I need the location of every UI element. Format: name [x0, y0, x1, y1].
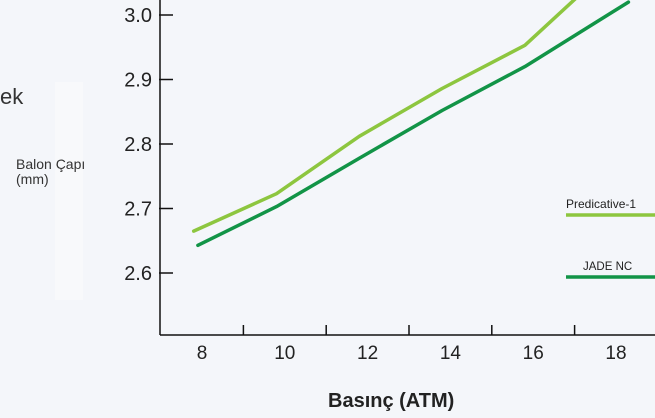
x-tick-label: 12	[357, 343, 378, 364]
y-tick-label: 2.7	[124, 199, 152, 221]
y-axis-label: Balon Çapı (mm)	[16, 157, 85, 187]
series-line-1	[191, 0, 577, 233]
legend-label-2: JADE NC	[583, 261, 632, 273]
y-tick-label: 3.0	[124, 5, 152, 27]
x-tick-label: 8	[197, 343, 208, 364]
y-tick-label: 2.8	[124, 134, 152, 156]
series-line-2	[196, 0, 631, 248]
legend-label-1: Predicative-1	[566, 197, 636, 211]
side-heading-fragment: ek	[0, 84, 24, 109]
y-axis-label-line-1: Balon Çapı	[16, 156, 86, 172]
x-tick-label: 18	[605, 343, 626, 364]
x-tick-label: 10	[274, 343, 295, 364]
y-tick-label: 2.6	[124, 263, 152, 285]
y-axis-label-line-2: (mm)	[16, 171, 49, 187]
side-panel	[55, 82, 83, 300]
x-tick-label: 14	[440, 343, 462, 364]
x-axis-label: Basınç (ATM)	[328, 390, 455, 412]
x-tick-label: 16	[523, 343, 544, 364]
y-tick-label: 2.9	[124, 70, 152, 92]
